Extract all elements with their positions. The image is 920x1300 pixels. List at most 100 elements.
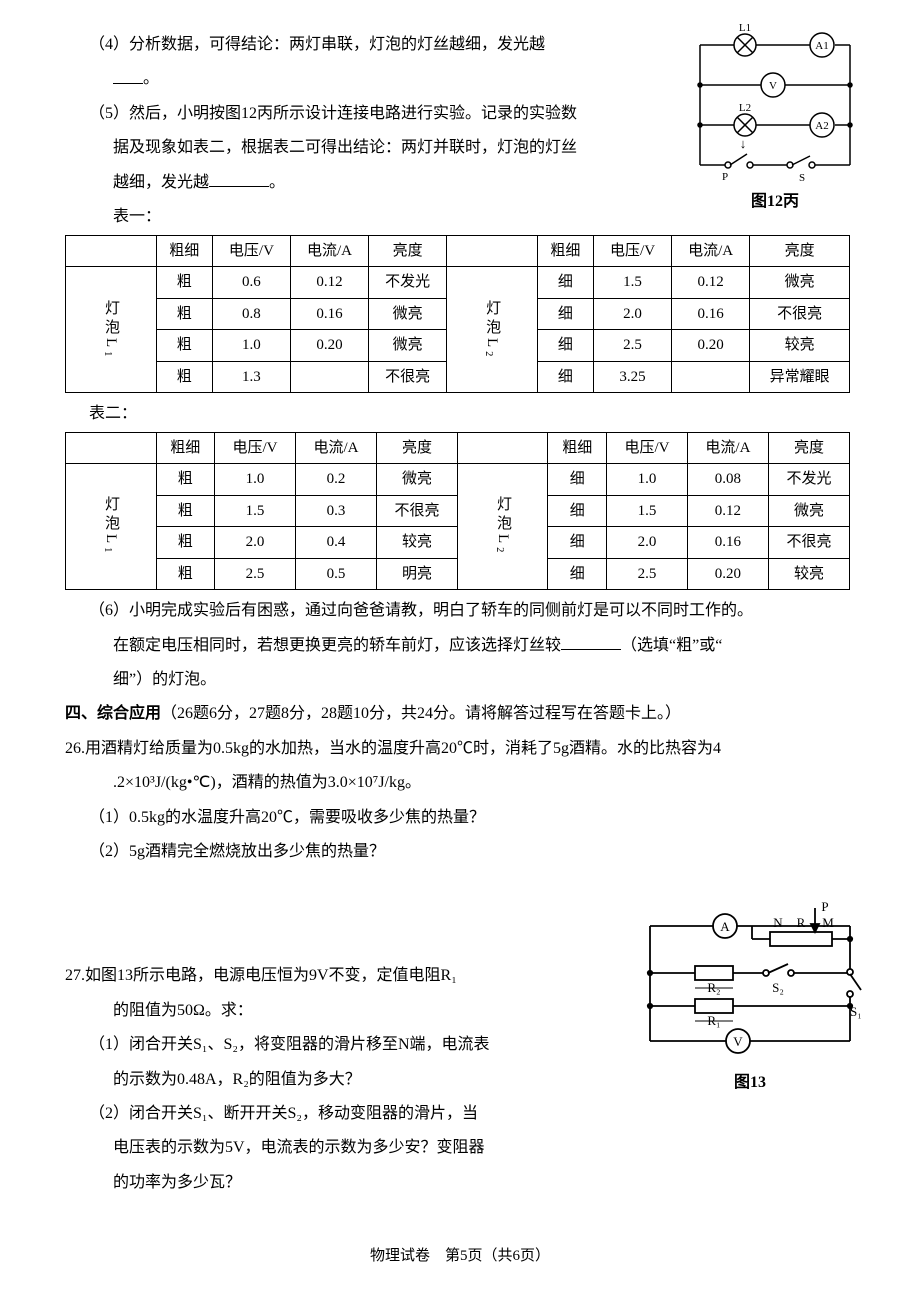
q27-sub2c: 的功率为多少瓦？ [65, 1168, 535, 1198]
svg-text:↓: ↓ [740, 136, 747, 151]
t2c: 不很亮 [768, 527, 849, 559]
q26-sub1: （1）0.5kg的水温度升高20℃，需要吸收多少焦的热量？ [65, 803, 850, 833]
t2c: 0.2 [295, 464, 376, 496]
t1c: 0.20 [290, 330, 368, 362]
t2c: 2.0 [215, 527, 296, 559]
t2h: 电压/V [606, 432, 687, 464]
t2c: 0.16 [687, 527, 768, 559]
q27-line2: 的阻值为50Ω。求： [65, 996, 535, 1026]
q27-line1: 27.如图13所示电路，电源电压恒为9V不变，定值电阻R₁ [65, 961, 535, 991]
t1c: 不发光 [369, 267, 447, 299]
q27-sub1b: 的示数为0.48A，R₂的阻值为多大？ [65, 1065, 535, 1095]
t1c: 0.6 [212, 267, 290, 299]
t2c: 0.08 [687, 464, 768, 496]
t1c: 细 [537, 267, 593, 299]
t2h: 电流/A [687, 432, 768, 464]
table2-label: 表二： [65, 399, 850, 429]
item4-line1: （4）分析数据，可得结论：两灯串联，灯泡的灯丝越细，发光越 [65, 30, 595, 60]
t2c: 2.0 [606, 527, 687, 559]
t2c: 粗 [156, 558, 215, 590]
q26-line2: .2×10³J/(kg•℃)，酒精的热值为3.0×10⁷J/kg。 [65, 768, 850, 798]
t1-lamp-l2: 灯泡L2 [447, 267, 538, 393]
q27-sub2a: （2）闭合开关S₁、断开开关S₂，移动变阻器的滑片，当 [65, 1099, 535, 1129]
item6-line1: （6）小明完成实验后有困惑，通过向爸爸请教，明白了轿车的同侧前灯是可以不同时工作… [65, 596, 850, 626]
t2c: 0.5 [295, 558, 376, 590]
label-P2: P [821, 899, 828, 914]
table1: 粗细 电压/V 电流/A 亮度 粗细 电压/V 电流/A 亮度 灯泡L1 粗0.… [65, 235, 850, 394]
label-S: S [799, 172, 805, 184]
t1-h-thickness-l: 粗细 [156, 235, 212, 267]
t1c: 微亮 [750, 267, 850, 299]
t1-h-thickness-r: 粗细 [537, 235, 593, 267]
t2c: 明亮 [376, 558, 457, 590]
t2c: 微亮 [376, 464, 457, 496]
q26-line1: 26.用酒精灯给质量为0.5kg的水加热，当水的温度升高20℃时，消耗了5g酒精… [65, 734, 850, 764]
label-A2: A2 [815, 120, 828, 132]
label-L1: L1 [739, 22, 751, 34]
t2c: 0.4 [295, 527, 376, 559]
t1c: 3.25 [594, 361, 672, 393]
label-A1: A1 [815, 40, 828, 52]
t2c: 细 [548, 495, 607, 527]
t1c: 0.12 [290, 267, 368, 299]
t1c: 较亮 [750, 330, 850, 362]
label-V2: V [733, 1034, 743, 1049]
t1-h-bright-l: 亮度 [369, 235, 447, 267]
t2c: 0.3 [295, 495, 376, 527]
label-M: M [822, 915, 834, 930]
t2h: 电流/A [295, 432, 376, 464]
t2h: 亮度 [768, 432, 849, 464]
t1c: 微亮 [369, 298, 447, 330]
t1-lamp-l1: 灯泡L1 [66, 267, 157, 393]
t2c: 粗 [156, 527, 215, 559]
section4-head: 四、综合应用 [65, 705, 161, 722]
circuit-svg-top: L1 A1 V L2 A2 P S ↓ [685, 20, 865, 185]
label-R: R [797, 915, 806, 930]
t2-lamp-l2: 灯泡L2 [457, 464, 548, 590]
t2c: 不很亮 [376, 495, 457, 527]
diagram-bottom-caption: 图13 [635, 1068, 865, 1098]
item5-line1: （5）然后，小明按图12丙所示设计连接电路进行实验。记录的实验数 [65, 99, 595, 129]
t1c: 1.0 [212, 330, 290, 362]
t2-lamp-l1: 灯泡L1 [66, 464, 157, 590]
t1c: 细 [537, 330, 593, 362]
label-V: V [769, 80, 777, 92]
t1c [672, 361, 750, 393]
item6-line2: 在额定电压相同时，若想更换更亮的轿车前灯，应该选择灯丝较（选填“粗”或“ [65, 631, 850, 662]
t1c: 粗 [156, 298, 212, 330]
t1c: 0.16 [672, 298, 750, 330]
table2: 粗细电压/V电流/A亮度 粗细电压/V电流/A亮度 灯泡L1 粗1.00.2微亮… [65, 432, 850, 591]
t2c: 1.5 [215, 495, 296, 527]
t2c: 不发光 [768, 464, 849, 496]
t1c: 不很亮 [369, 361, 447, 393]
t1-h-voltage-r: 电压/V [594, 235, 672, 267]
t2h: 粗细 [548, 432, 607, 464]
label-P: P [722, 171, 728, 183]
t2c: 较亮 [768, 558, 849, 590]
circuit-svg-bottom: A P N R M R₂ S₂ R₁ S₁ V [635, 896, 865, 1066]
t1c: 异常耀眼 [750, 361, 850, 393]
q26-sub2: （2）5g酒精完全燃烧放出多少焦的热量？ [65, 837, 850, 867]
t2c: 2.5 [215, 558, 296, 590]
t1c: 0.20 [672, 330, 750, 362]
page-footer: 物理试卷 第5页（共6页） [0, 1242, 920, 1271]
t2c: 0.20 [687, 558, 768, 590]
t1c: 0.16 [290, 298, 368, 330]
t1c: 不很亮 [750, 298, 850, 330]
t1c: 粗 [156, 267, 212, 299]
t1-h-current-l: 电流/A [290, 235, 368, 267]
t2c: 细 [548, 527, 607, 559]
item4-text: （4）分析数据，可得结论：两灯串联，灯泡的灯丝越细，发光越 [89, 36, 545, 53]
section4-rest: （26题6分，27题8分，28题10分，共24分。请将解答过程写在答题卡上。） [161, 705, 681, 722]
label-S2: S₂ [772, 980, 784, 995]
blank-6 [561, 631, 621, 650]
blank-4 [113, 64, 143, 83]
diagram-top-caption: 图12丙 [685, 187, 865, 217]
item5-line2: 据及现象如表二，根据表二可得出结论：两灯并联时，灯泡的灯丝 [65, 133, 595, 163]
t2h: 亮度 [376, 432, 457, 464]
q27-sub2b: 电压表的示数为5V，电流表的示数为多少安？变阻器 [65, 1133, 535, 1163]
t2c: 微亮 [768, 495, 849, 527]
q27-sub1a: （1）闭合开关S₁、S₂，将变阻器的滑片移至N端，电流表 [65, 1030, 535, 1060]
item4-line2: 。 [65, 64, 595, 95]
item5-line3: 越细，发光越。 [65, 168, 595, 199]
